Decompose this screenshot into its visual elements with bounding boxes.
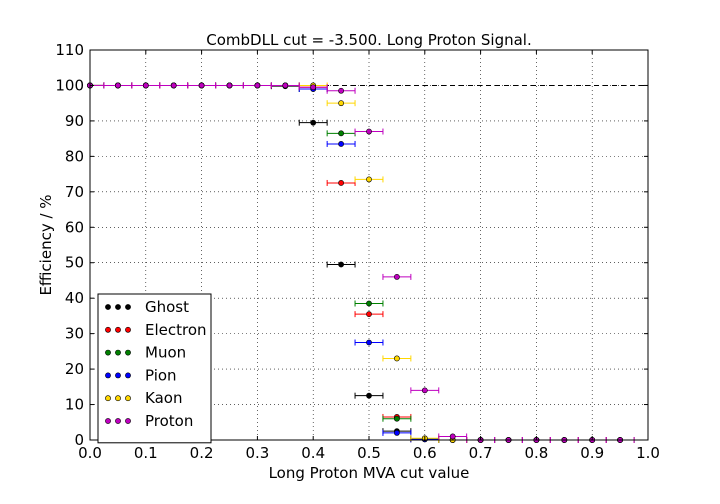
legend-label: Pion	[145, 366, 177, 384]
data-point	[310, 84, 317, 91]
legend-marker	[105, 418, 111, 424]
ticks: 0.0 0.1 0.2 0.3 0.4 0.5 0.6 0.7 0.8 0.9 1.0 0 10 20 30…	[55, 41, 660, 462]
data-point	[393, 274, 400, 280]
legend: Ghost Electron Muon Pion Kaon Proton	[97, 293, 212, 444]
x-tick-label: 0.5	[357, 444, 381, 462]
chart-title: CombDLL cut = -3.500. Long Proton Signal…	[206, 31, 532, 49]
data-point	[254, 82, 261, 89]
legend-label: Muon	[145, 344, 186, 362]
data-point	[338, 141, 344, 147]
data-point	[226, 82, 233, 89]
data-point	[142, 82, 149, 89]
x-axis-label: Long Proton MVA cut value	[269, 464, 470, 482]
legend-marker	[125, 395, 131, 402]
y-tick-label: 110	[55, 41, 84, 59]
legend-box	[97, 293, 212, 444]
legend-marker	[115, 304, 121, 310]
data-point	[115, 82, 121, 89]
data-point	[338, 261, 344, 268]
data-point	[393, 355, 400, 362]
legend-marker	[105, 395, 111, 402]
legend-marker	[115, 326, 121, 333]
legend-label: Proton	[145, 412, 193, 430]
legend-marker	[125, 326, 131, 333]
data-point	[421, 387, 428, 394]
legend-label: Ghost	[145, 298, 189, 316]
legend-marker	[125, 349, 131, 356]
legend-marker	[115, 418, 121, 424]
y-tick-label: 30	[65, 325, 84, 343]
data-point	[366, 392, 372, 399]
legend-marker	[105, 349, 111, 356]
data-point	[366, 300, 372, 307]
y-tick-label: 10	[65, 396, 84, 414]
legend-marker	[105, 372, 111, 379]
data-point	[449, 433, 456, 440]
y-tick-label: 90	[65, 112, 84, 130]
y-tick-label: 60	[65, 218, 84, 236]
x-tick-label: 0.2	[190, 444, 214, 462]
legend-marker	[125, 372, 131, 379]
data-point	[198, 82, 205, 89]
data-point	[338, 100, 344, 107]
legend-marker	[115, 372, 121, 379]
data-point	[366, 311, 372, 318]
y-tick-label: 40	[65, 289, 84, 307]
data-point	[310, 119, 317, 126]
legend-marker	[125, 418, 131, 424]
y-tick-label: 50	[65, 254, 84, 272]
x-tick-label: 0.7	[469, 444, 493, 462]
data-point	[338, 87, 344, 94]
y-axis-label: Efficiency / %	[37, 194, 55, 295]
y-tick-label: 70	[65, 183, 84, 201]
legend-label: Kaon	[145, 389, 182, 407]
y-tick-label: 100	[55, 76, 84, 94]
y-tick-label: 80	[65, 147, 84, 165]
x-tick-label: 1.0	[636, 444, 660, 462]
data-point	[338, 180, 344, 186]
x-tick-label: 0.6	[413, 444, 437, 462]
x-tick-label: 0.0	[78, 444, 102, 462]
legend-marker	[105, 304, 111, 310]
data-point	[366, 339, 372, 346]
x-tick-label: 0.1	[134, 444, 158, 462]
data-point	[393, 430, 400, 436]
legend-label: Electron	[145, 321, 207, 339]
data-point	[366, 176, 372, 183]
data-point	[393, 415, 400, 422]
y-tick-label: 0	[74, 431, 84, 449]
y-tick-label: 20	[65, 360, 84, 378]
x-tick-label: 0.4	[301, 444, 325, 462]
legend-marker	[125, 304, 131, 310]
data-point	[170, 82, 177, 89]
data-point	[366, 128, 372, 135]
legend-marker	[105, 326, 111, 333]
data-point	[338, 130, 344, 137]
data-point	[282, 82, 289, 89]
legend-marker	[115, 395, 121, 402]
x-tick-label: 0.3	[245, 444, 269, 462]
legend-marker	[115, 349, 121, 356]
x-tick-label: 0.8	[524, 444, 548, 462]
x-tick-label: 0.9	[580, 444, 604, 462]
